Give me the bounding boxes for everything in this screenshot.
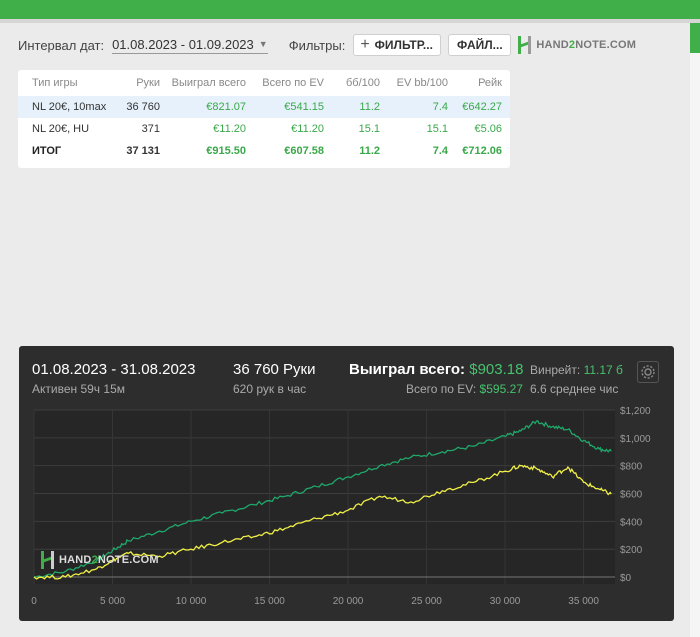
ev-cell: €541.15 xyxy=(254,96,332,118)
active-time: Активен 59ч 15м xyxy=(32,382,125,396)
file-button-label: ФАЙЛ... xyxy=(457,38,503,52)
hands-cell: 37 131 xyxy=(126,145,160,157)
game-type-cell: NL 20€, 10max xyxy=(18,96,120,118)
hands-per-hour: 620 рук в час xyxy=(233,382,307,396)
plus-icon: + xyxy=(360,36,370,53)
side-tab[interactable] xyxy=(690,23,700,53)
bb100-cell: 11.2 xyxy=(332,96,388,118)
y-tick-label: $800 xyxy=(620,462,643,473)
column-header[interactable]: бб/100 xyxy=(345,77,380,89)
hands-count: 36 760 Руки xyxy=(233,361,316,378)
results-chart-card: 01.08.2023 - 31.08.2023 Активен 59ч 15м … xyxy=(19,346,674,621)
x-tick-label: 25 000 xyxy=(411,596,442,607)
table-total-row: ИТОГ 37 131 €915.50 €607.58 11.2 7.4 €71… xyxy=(18,140,510,162)
table-row[interactable]: NL 20€, 10max 36 760 €821.07 €541.15 11.… xyxy=(18,96,510,118)
interval-label: Интервал дат: xyxy=(18,37,105,53)
profit-chart: $0 $200 $400 $600 $800 $1,000 $1,200 0 5 000 10 0… xyxy=(31,406,651,607)
column-header[interactable]: Тип игры xyxy=(32,77,78,89)
y-tick-label: $1,000 xyxy=(620,434,651,445)
ev-bb100-cell: 7.4 xyxy=(432,145,448,157)
watermark-logo-icon xyxy=(41,551,55,569)
hand2note-logo: HAND2NOTE.COM xyxy=(518,36,636,54)
total-label-cell: ИТОГ xyxy=(32,145,62,157)
ev-bb100-cell: 15.1 xyxy=(426,123,448,135)
column-header[interactable]: Руки xyxy=(136,77,160,89)
chevron-down-icon: ▼ xyxy=(258,39,268,49)
rake-cell: €712.06 xyxy=(462,145,502,157)
winrate: Винрейт: 11.17 б xyxy=(530,363,623,377)
filters-label: Фильтры: xyxy=(288,37,346,53)
file-button[interactable]: ФАЙЛ... xyxy=(448,34,512,56)
x-tick-label: 30 000 xyxy=(490,596,521,607)
x-tick-label: 5 000 xyxy=(100,596,125,607)
game-type-table: Тип игры Руки Выиграл всего Всего по EV … xyxy=(18,70,510,168)
column-header[interactable]: EV bb/100 xyxy=(396,77,448,89)
hands-cell: 371 xyxy=(141,123,160,135)
column-header[interactable]: Рейк xyxy=(478,77,502,89)
chart-date-range: 01.08.2023 - 31.08.2023 xyxy=(32,361,196,378)
header-divider xyxy=(0,19,700,23)
y-tick-label: $600 xyxy=(620,490,643,501)
date-range-value: 01.08.2023 - 01.09.2023 xyxy=(112,36,254,52)
hands-cell: 36 760 xyxy=(120,96,168,118)
column-header[interactable]: Выиграл всего xyxy=(171,77,246,89)
won-cell: €821.07 xyxy=(168,96,254,118)
chart-watermark: HAND2NOTE.COM xyxy=(41,551,159,569)
series-line xyxy=(33,464,612,580)
won-total: Выиграл всего: $903.18 xyxy=(349,361,524,378)
y-tick-label: $1,200 xyxy=(620,406,651,417)
report-toolbar: Интервал дат: 01.08.2023 - 01.09.2023 ▼ … xyxy=(18,32,636,58)
table-row[interactable]: NL 20€, HU 371 €11.20 €11.20 15.1 15.1 €… xyxy=(18,118,510,140)
x-tick-label: 0 xyxy=(31,596,37,607)
ev-cell: €11.20 xyxy=(291,123,324,135)
y-tick-label: $400 xyxy=(620,517,643,528)
game-type-cell: NL 20€, HU xyxy=(32,123,90,135)
logo-mark-icon xyxy=(518,36,532,54)
date-range-select[interactable]: 01.08.2023 - 01.09.2023 ▼ xyxy=(112,37,268,54)
side-panel-edge xyxy=(690,23,700,637)
plot-area xyxy=(34,410,615,584)
x-tick-label: 10 000 xyxy=(176,596,207,607)
bb100-cell: 15.1 xyxy=(358,123,380,135)
x-tick-label: 20 000 xyxy=(333,596,364,607)
rake-cell: €642.27 xyxy=(456,96,510,118)
x-tick-label: 15 000 xyxy=(254,596,285,607)
x-tick-label: 35 000 xyxy=(568,596,599,607)
y-tick-label: $0 xyxy=(620,573,632,584)
add-filter-button[interactable]: + ФИЛЬТР... xyxy=(353,34,442,56)
watermark-text: HAND2NOTE.COM xyxy=(59,554,159,566)
y-tick-label: $200 xyxy=(620,545,643,556)
logo-text: HAND2NOTE.COM xyxy=(536,39,637,51)
gear-icon xyxy=(641,365,655,379)
won-cell: €915.50 xyxy=(206,145,246,157)
table-header-row: Тип игры Руки Выиграл всего Всего по EV … xyxy=(18,70,510,96)
ev-cell: €607.58 xyxy=(284,145,324,157)
won-cell: €11.20 xyxy=(213,123,246,135)
rake-cell: €5.06 xyxy=(474,123,502,135)
series-line xyxy=(33,420,612,578)
ev-bb100-cell: 7.4 xyxy=(388,96,456,118)
add-filter-label: ФИЛЬТР... xyxy=(374,38,433,52)
chart-settings-button[interactable] xyxy=(637,361,659,383)
column-header[interactable]: Всего по EV xyxy=(262,77,324,89)
app-header-bar xyxy=(0,0,700,19)
average-players: 6.6 среднее чис xyxy=(530,382,619,396)
bb100-cell: 11.2 xyxy=(359,145,380,157)
ev-total: Всего по EV: $595.27 xyxy=(406,382,523,396)
